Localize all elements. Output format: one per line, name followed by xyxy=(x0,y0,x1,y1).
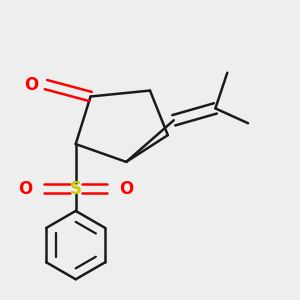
Text: O: O xyxy=(18,180,33,198)
Text: O: O xyxy=(119,180,133,198)
Text: S: S xyxy=(70,180,82,198)
Text: O: O xyxy=(24,76,38,94)
